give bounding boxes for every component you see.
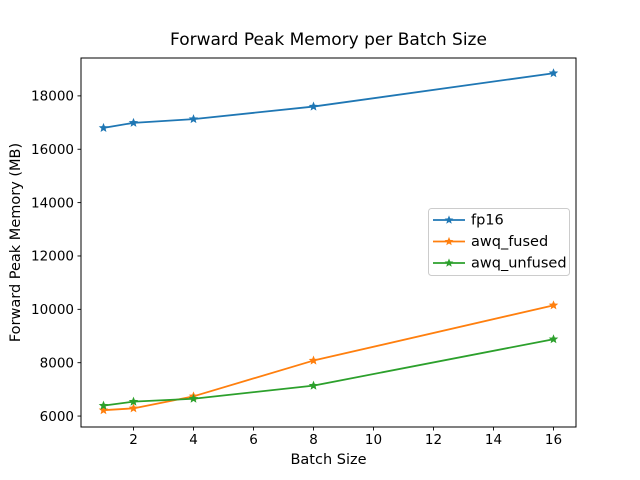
data-point-awq_unfused-x8 bbox=[308, 380, 319, 390]
y-tick-label: 18000 bbox=[31, 89, 74, 105]
legend-label: awq_fused bbox=[471, 234, 548, 250]
x-tick-label: 12 bbox=[425, 432, 442, 448]
data-point-fp16-x16 bbox=[548, 68, 559, 78]
data-series bbox=[98, 68, 559, 415]
data-point-awq_unfused-x1 bbox=[98, 400, 109, 410]
data-point-awq_fused-x2 bbox=[128, 403, 139, 413]
plot-frame bbox=[80, 57, 577, 428]
chart-title: Forward Peak Memory per Batch Size bbox=[170, 30, 487, 50]
y-axis: 6000 8000 10000 12000 14000 16000 18000 bbox=[31, 89, 81, 425]
data-point-fp16-x4 bbox=[188, 114, 199, 124]
y-tick-label: 12000 bbox=[31, 249, 74, 265]
x-axis: 2 4 6 8 10 12 14 16 bbox=[129, 427, 562, 448]
data-point-awq_fused-x1 bbox=[98, 405, 109, 415]
data-point-awq_unfused-x2 bbox=[128, 396, 139, 406]
data-point-fp16-x1 bbox=[98, 122, 109, 132]
legend-item: awq_unfused bbox=[433, 256, 567, 272]
legend-label: fp16 bbox=[471, 213, 504, 229]
legend-item: fp16 bbox=[433, 213, 504, 229]
star-marker-icon bbox=[444, 215, 454, 224]
y-axis-label: Forward Peak Memory (MB) bbox=[8, 143, 24, 342]
star-marker-icon bbox=[444, 236, 454, 246]
legend-label: awq_unfused bbox=[471, 256, 567, 272]
y-tick-label: 14000 bbox=[31, 195, 74, 211]
x-tick-label: 16 bbox=[545, 432, 562, 448]
x-tick-label: 4 bbox=[189, 432, 198, 448]
x-tick-label: 14 bbox=[485, 432, 502, 448]
y-tick-label: 6000 bbox=[40, 409, 74, 425]
legend-box bbox=[428, 208, 570, 276]
star-marker-icon bbox=[444, 258, 454, 267]
data-point-fp16-x8 bbox=[308, 101, 319, 111]
legend-item: awq_fused bbox=[433, 234, 548, 250]
data-point-fp16-x2 bbox=[128, 117, 139, 127]
y-tick-label: 8000 bbox=[40, 355, 74, 371]
legend: fp16 awq_fused awq_unfused bbox=[428, 208, 570, 276]
x-tick-label: 2 bbox=[129, 432, 138, 448]
data-point-awq_fused-x8 bbox=[308, 355, 319, 365]
x-tick-label: 6 bbox=[249, 432, 258, 448]
x-tick-label: 8 bbox=[309, 432, 318, 448]
data-point-awq_fused-x16 bbox=[548, 300, 559, 310]
y-tick-label: 16000 bbox=[31, 142, 74, 158]
y-tick-label: 10000 bbox=[31, 302, 74, 318]
data-point-awq_unfused-x16 bbox=[548, 334, 559, 344]
x-tick-label: 10 bbox=[365, 432, 382, 448]
x-axis-label: Batch Size bbox=[290, 452, 366, 468]
data-point-awq_unfused-x4 bbox=[188, 393, 199, 403]
